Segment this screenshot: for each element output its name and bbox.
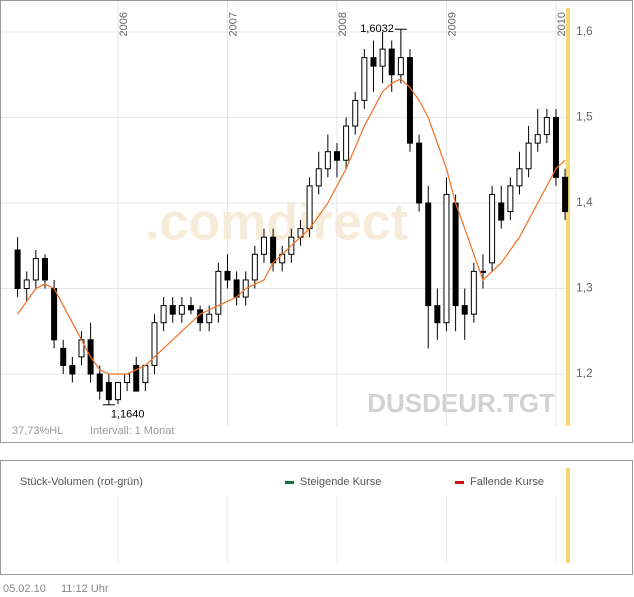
y-tick-label: 1,4 — [576, 195, 593, 209]
candle-body — [543, 116, 550, 136]
candle-body — [324, 151, 331, 170]
legend-label: Steigende Kurse — [300, 476, 381, 488]
candle-body — [23, 279, 30, 289]
annotation-label: 1,6032 — [360, 23, 394, 35]
candle-body — [552, 116, 559, 178]
y-tick-label: 1,2 — [576, 366, 593, 380]
candle-body — [142, 364, 149, 384]
candle-body — [96, 373, 103, 392]
symbol: DUSDEUR.TGT — [367, 388, 555, 418]
candle-body — [516, 168, 523, 187]
interval: Intervall: 1 Monat — [90, 425, 174, 437]
candle-body — [434, 305, 441, 324]
candle-body — [233, 279, 240, 298]
candle-body — [32, 258, 39, 281]
candle-body — [333, 151, 340, 161]
candle-body — [370, 57, 377, 67]
candle-body — [406, 57, 413, 144]
candle-body — [525, 142, 532, 170]
footer-time: 11:12 Uhr — [61, 583, 109, 595]
y-tick-label: 1,5 — [576, 110, 593, 124]
candle-body — [534, 134, 541, 144]
candle-body — [562, 176, 569, 213]
candle-body — [51, 287, 58, 341]
candle-body — [379, 48, 386, 67]
candle-body — [69, 364, 76, 375]
footer-date: 05.02.10 — [3, 583, 46, 595]
candle-body — [14, 249, 21, 289]
candle-body — [507, 185, 514, 213]
main-frame — [0, 0, 633, 443]
candle-body — [489, 193, 496, 264]
y-tick-label: 1,6 — [576, 24, 593, 38]
x-tick-label: 2008 — [337, 12, 349, 36]
candle-body — [224, 270, 231, 281]
volume-title: Stück-Volumen (rot-grün) — [20, 476, 143, 488]
legend-swatch — [455, 481, 464, 484]
candle-body — [315, 168, 322, 187]
candle-body — [114, 382, 121, 401]
candle-body — [124, 373, 131, 384]
candle-body — [397, 57, 404, 76]
candle-body — [105, 382, 112, 401]
candle-body — [251, 253, 258, 281]
candle-body — [270, 236, 277, 264]
candle-body — [133, 364, 140, 392]
watermark: .comdirect — [145, 194, 408, 252]
candle-body — [352, 99, 359, 127]
current-marker — [566, 8, 570, 426]
candle-body — [41, 258, 48, 281]
x-tick-label: 2006 — [118, 12, 130, 36]
x-tick-label: 2010 — [556, 12, 568, 36]
candle-body — [215, 270, 222, 315]
candle-body — [443, 193, 450, 324]
candle-body — [169, 305, 176, 315]
candle-body — [416, 142, 423, 204]
legend-label: Fallende Kurse — [470, 476, 544, 488]
current-marker-volume — [566, 468, 570, 563]
candle-body — [60, 347, 67, 366]
legend-swatch — [285, 481, 294, 484]
candle-body — [260, 236, 267, 255]
x-tick-label: 2009 — [446, 12, 458, 36]
candle-body — [388, 48, 395, 76]
x-tick-label: 2007 — [227, 12, 239, 36]
candle-body — [361, 57, 368, 101]
candle-body — [178, 305, 185, 315]
candle-body — [498, 202, 505, 221]
candle-body — [425, 202, 432, 307]
candle-body — [452, 202, 459, 307]
annotation-label: 1,1640 — [111, 409, 145, 421]
candle-body — [470, 270, 477, 315]
volume-frame — [0, 460, 633, 575]
range-info: 37,73%HL — [12, 425, 63, 437]
y-tick-label: 1,3 — [576, 281, 593, 295]
candle-body — [160, 305, 167, 324]
average-line — [17, 78, 566, 375]
candle-body — [343, 125, 350, 161]
candle-body — [206, 313, 213, 324]
candle-body — [187, 305, 194, 311]
candle-body — [479, 270, 486, 273]
candle-body — [306, 185, 313, 230]
candle-body — [151, 322, 158, 366]
candle-body — [461, 305, 468, 315]
